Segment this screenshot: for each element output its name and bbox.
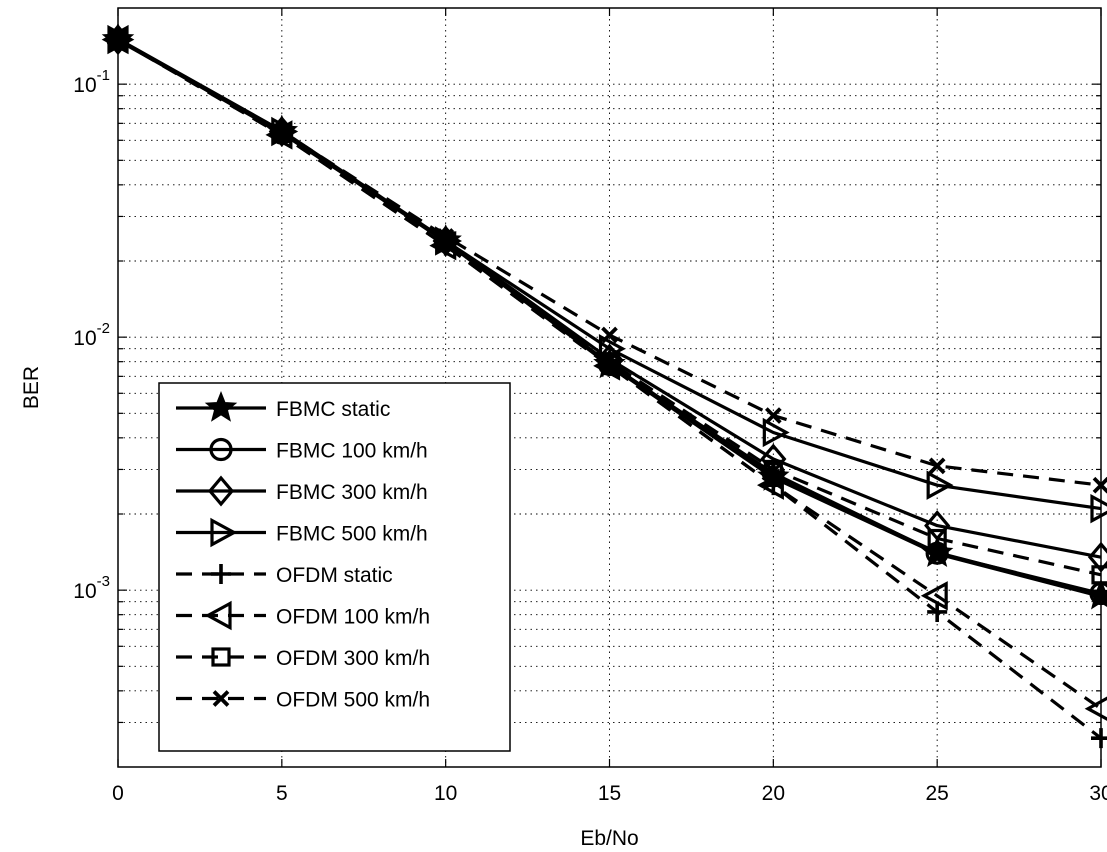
- data-point-square: [927, 528, 947, 549]
- x-tick-label: 30: [1089, 782, 1107, 805]
- data-point-diamond: [1087, 541, 1107, 573]
- data-point-circle: [925, 541, 949, 565]
- y-tick-label: 10-3: [73, 573, 110, 603]
- legend-item: FBMC static: [176, 390, 390, 422]
- x-axis-label: Eb/No: [580, 827, 638, 850]
- legend-item: OFDM 100 km/h: [176, 600, 430, 631]
- series-layer: [101, 22, 1107, 749]
- y-tick-label: 10-1: [73, 67, 110, 97]
- data-point-triangle-left: [920, 581, 948, 611]
- data-point-x: [764, 407, 782, 424]
- data-point-triangle-right: [926, 470, 954, 500]
- legend-label: FBMC 300 km/h: [276, 481, 428, 504]
- data-point-diamond: [760, 443, 787, 475]
- data-point-plus: [927, 601, 948, 622]
- legend-marker-triangle-left: [204, 600, 232, 631]
- legend-label: FBMC 500 km/h: [276, 523, 428, 546]
- legend-label: FBMC static: [276, 398, 390, 421]
- legend-label: OFDM static: [276, 564, 393, 587]
- legend-marker-square: [211, 647, 231, 667]
- data-point-x: [109, 31, 127, 48]
- x-tick-label: 15: [598, 782, 621, 805]
- data-point-x: [928, 457, 946, 475]
- data-point-triangle-left: [756, 470, 784, 500]
- y-tick-label: 10-2: [73, 320, 110, 350]
- legend: FBMC static FBMC 100 km/h FBMC 300 km/h FBM…: [158, 382, 511, 752]
- axis-ticks: 0 5 10 15 20 25 30 10-3 10-2 10-1: [73, 8, 1107, 805]
- x-tick-label: 20: [762, 782, 785, 805]
- data-point-x: [1092, 476, 1107, 494]
- series-7: [109, 31, 1107, 494]
- x-tick-label: 0: [112, 782, 124, 805]
- legend-item: OFDM static: [176, 564, 393, 587]
- legend-marker-star: [204, 390, 238, 422]
- data-point-triangle-right: [762, 417, 790, 448]
- data-point-square: [272, 123, 292, 143]
- data-point-triangle-right: [1090, 493, 1107, 524]
- legend-label: OFDM 300 km/h: [276, 647, 430, 670]
- legend-label: FBMC 100 km/h: [276, 440, 428, 463]
- legend-item: FBMC 500 km/h: [176, 517, 428, 548]
- data-point-square: [1091, 565, 1107, 585]
- data-point-plus: [1091, 728, 1107, 749]
- legend-marker-circle: [209, 437, 233, 462]
- legend-marker-diamond: [207, 475, 235, 507]
- legend-item: OFDM 300 km/h: [176, 647, 430, 670]
- legend-label: OFDM 500 km/h: [276, 689, 430, 712]
- legend-item: FBMC 100 km/h: [176, 437, 428, 463]
- data-point-square: [763, 459, 783, 480]
- data-point-square: [108, 30, 128, 50]
- legend-marker-x: [212, 690, 230, 707]
- data-point-x: [437, 228, 455, 245]
- legend-marker-plus: [211, 564, 231, 584]
- x-tick-label: 5: [276, 782, 288, 805]
- x-tick-label: 10: [434, 782, 457, 805]
- data-point-triangle-left: [1084, 696, 1107, 721]
- data-point-x: [601, 326, 618, 344]
- legend-item: FBMC 300 km/h: [176, 475, 428, 507]
- data-point-square: [599, 352, 620, 372]
- x-tick-label: 25: [925, 782, 948, 805]
- legend-box: [158, 382, 511, 752]
- data-point-x: [273, 123, 291, 140]
- legend-label: OFDM 100 km/h: [276, 606, 430, 629]
- y-axis-label: BER: [20, 366, 43, 409]
- legend-item: OFDM 500 km/h: [176, 689, 430, 712]
- legend-marker-triangle-right: [210, 517, 238, 548]
